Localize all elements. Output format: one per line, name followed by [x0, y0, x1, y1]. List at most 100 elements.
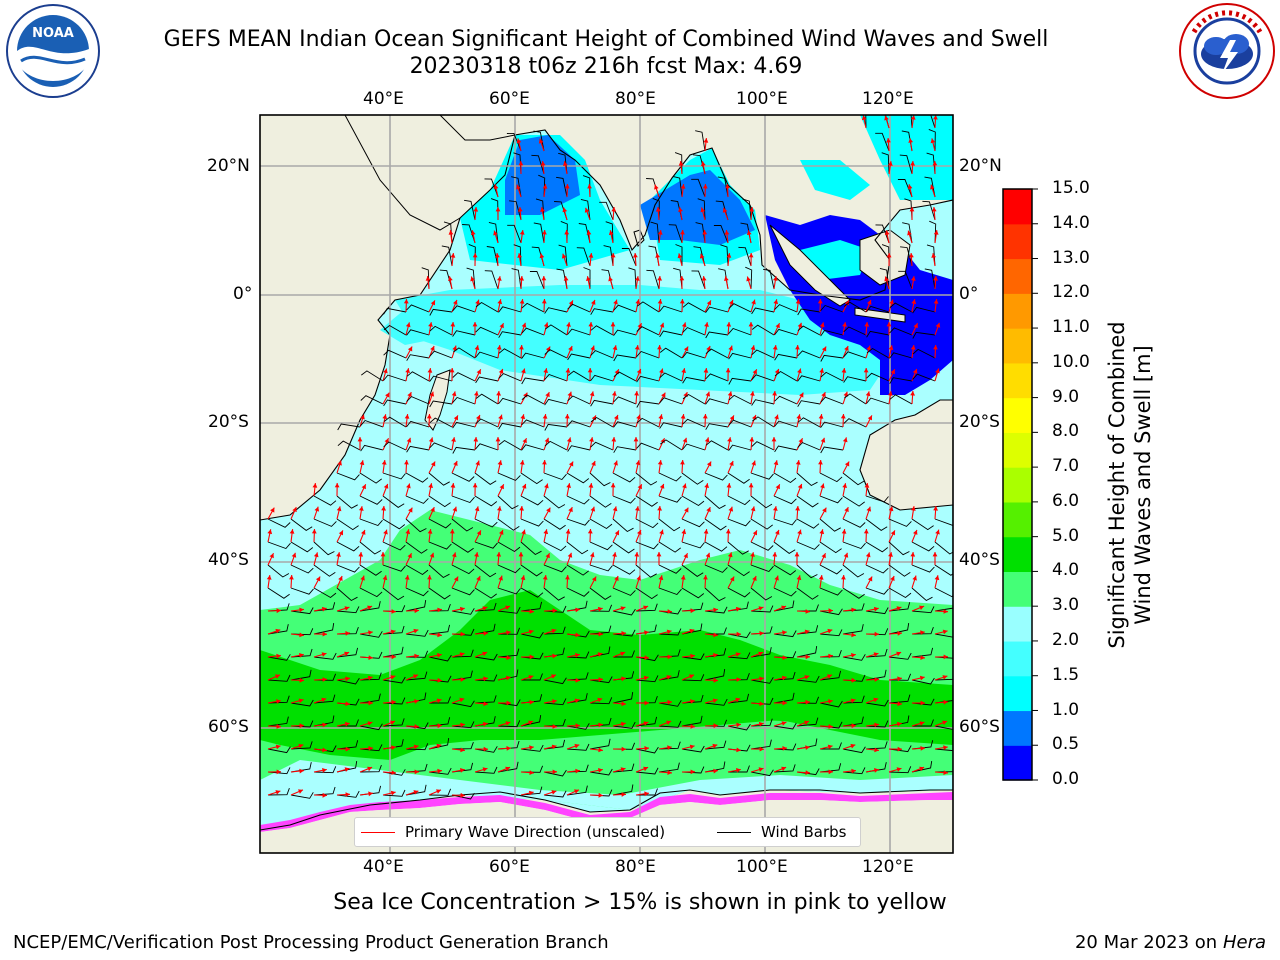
wave-arrow-head [381, 506, 386, 511]
wave-arrow-head [541, 299, 547, 304]
wave-arrow-head [598, 722, 603, 728]
wind-barb [911, 698, 935, 706]
wind-barb [498, 373, 522, 382]
wind-barb [382, 518, 406, 530]
wave-arrow-head [610, 322, 616, 327]
wave-arrow-head [436, 743, 442, 749]
wave-arrow-head [589, 552, 595, 558]
wave-arrow-head [681, 322, 687, 328]
wave-arrow-head [884, 115, 889, 121]
lon-label-bottom-120e: 120°E [862, 857, 914, 877]
wave-arrow-head [564, 414, 570, 419]
colorbar-segment [1003, 397, 1032, 433]
wind-barb [728, 444, 752, 451]
wave-arrow-head [933, 506, 938, 511]
wave-arrow-head [633, 253, 638, 258]
sumatra [769, 224, 851, 307]
wave-arrow-head [644, 791, 649, 797]
wave-arrow-head [298, 743, 304, 749]
wind-barb [681, 587, 705, 599]
wind-barb [290, 518, 313, 531]
wind-barb [842, 624, 864, 635]
wind-barb [428, 624, 451, 635]
wind-barb [566, 785, 588, 796]
wind-barb [695, 222, 706, 244]
wave-arrow-head [451, 391, 457, 397]
wave-arrow-head [884, 276, 889, 282]
wave-arrow-head [518, 161, 524, 166]
wave-arrow-head [909, 207, 915, 212]
wind-barb [820, 371, 844, 382]
wave-arrow-head [758, 767, 764, 772]
wave-arrow-head [644, 700, 649, 706]
wave-arrow-head [851, 723, 856, 729]
wave-arrow-head [563, 161, 568, 166]
colorbar-segment [1003, 258, 1032, 294]
wave-arrow-head [575, 653, 580, 658]
wind-barb [406, 329, 430, 336]
wind-barb [313, 652, 337, 660]
wave-arrow-head [459, 606, 465, 612]
wave-arrow-head [621, 631, 626, 636]
wind-barb [681, 715, 703, 727]
wave-arrow-head [589, 391, 595, 397]
wave-arrow-head [385, 392, 390, 398]
wave-arrow-head [772, 345, 778, 350]
wave-arrow-head [935, 529, 940, 535]
wave-arrow-head [588, 322, 594, 327]
wave-arrow-head [909, 253, 914, 258]
wind-barb [911, 587, 933, 602]
wave-arrow-head [679, 299, 685, 304]
colorbar-segment [1003, 675, 1032, 712]
wave-arrow-head [505, 675, 511, 681]
wave-arrow-head [529, 745, 534, 750]
wave-arrow-head [797, 322, 803, 328]
wind-barb [820, 421, 844, 428]
wind-barb [336, 518, 359, 531]
wave-arrow-head [474, 391, 479, 396]
wave-arrow-head [851, 768, 856, 774]
colorbar-segment [1003, 745, 1032, 781]
wind-barb [383, 441, 407, 451]
wave-arrow-head [863, 529, 869, 534]
wave-arrow-head [368, 630, 373, 635]
colorbar-tick-label: 14.0 [1052, 212, 1090, 233]
wave-arrow-head [689, 674, 694, 679]
wave-arrow-head [298, 698, 304, 704]
wave-arrow-head [888, 506, 894, 512]
wave-arrow-head [827, 744, 833, 750]
wind-barb [267, 716, 289, 727]
wave-arrow-head [726, 253, 732, 258]
lon-label-bottom-100e: 100°E [736, 857, 788, 877]
wind-barb [842, 695, 865, 704]
wave-arrow-head [689, 744, 695, 750]
wave-arrow-head [680, 414, 686, 419]
wind-barb [934, 607, 953, 612]
wind-barb [497, 541, 521, 553]
wave-arrow-head [621, 792, 626, 797]
wave-arrow-head [587, 368, 593, 373]
wind-barb [498, 331, 522, 338]
wave-arrow-head [391, 609, 396, 614]
wind-barb [843, 326, 867, 336]
wave-arrow-head [470, 276, 475, 282]
wave-arrow-head [425, 276, 431, 281]
wind-barb [881, 152, 890, 175]
wave-arrow-head [752, 530, 757, 536]
wind-barb [652, 197, 660, 221]
wave-arrow-head [414, 769, 419, 775]
wave-arrow-head [542, 184, 548, 189]
wave-arrow-head [521, 368, 526, 374]
wave-arrow-head [476, 530, 481, 536]
wave-arrow-head [919, 766, 925, 772]
persian-gulf-coast [439, 115, 516, 141]
wave-arrow-head [678, 161, 684, 166]
wave-arrow-head [713, 723, 718, 729]
wave-arrow-head [682, 437, 688, 443]
wave-arrow-head [542, 575, 548, 580]
wave-arrow-head [636, 414, 641, 420]
wind-barb [589, 587, 612, 600]
wind-barb [911, 677, 935, 685]
wind-barb [612, 692, 634, 704]
wind-barb [899, 154, 913, 175]
